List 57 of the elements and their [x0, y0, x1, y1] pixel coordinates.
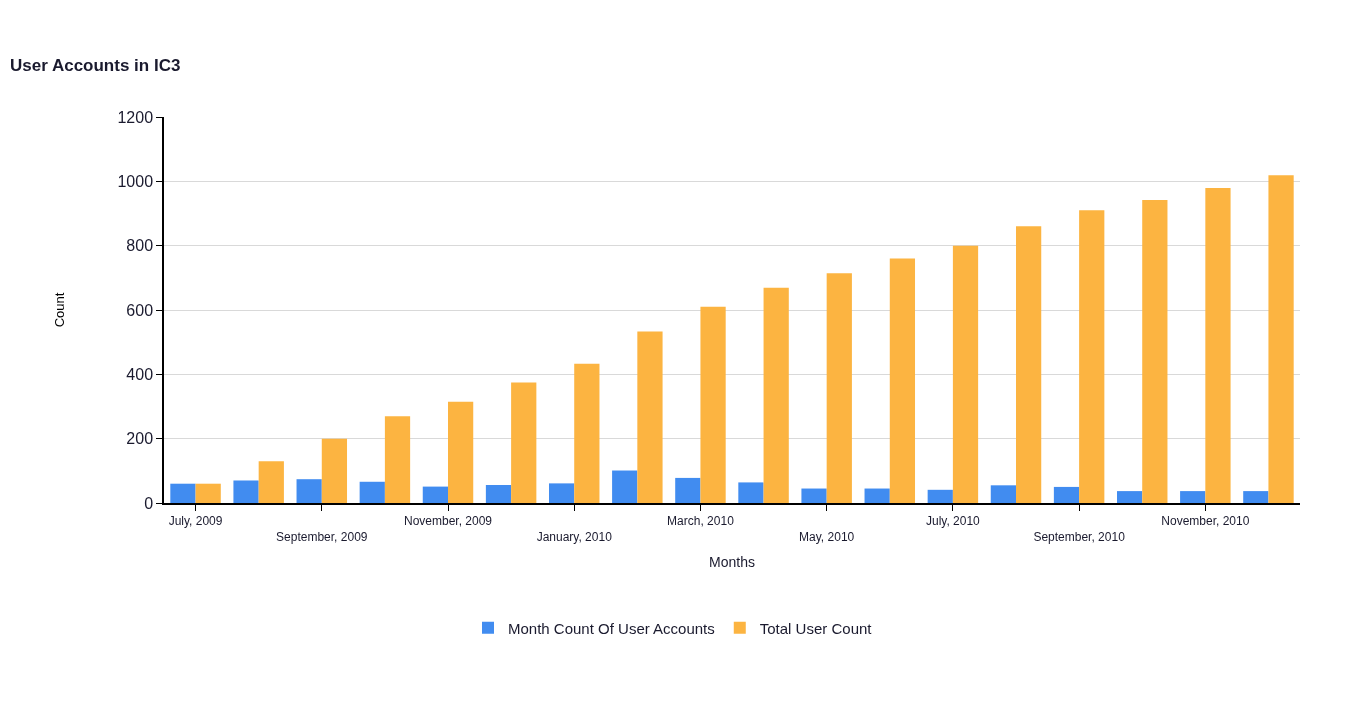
bar — [1142, 199, 1168, 503]
x-tick-label: May, 2010 — [799, 529, 855, 544]
bar — [864, 488, 890, 503]
y-tick-label: 200 — [126, 430, 154, 448]
bar — [321, 438, 348, 503]
x-tick-label: September, 2010 — [1033, 529, 1126, 544]
y-tick-label: 1200 — [117, 108, 154, 126]
y-tick-label: 0 — [144, 494, 154, 512]
bar — [1243, 491, 1269, 503]
bar — [296, 479, 322, 503]
bar — [574, 363, 600, 503]
legend-label: Total User Count — [759, 619, 873, 637]
bar — [675, 477, 701, 503]
bar — [511, 382, 537, 503]
bar — [195, 483, 221, 503]
chart-title: User Accounts in IC3 — [10, 55, 181, 75]
x-tick-label: September, 2009 — [276, 529, 368, 544]
bar — [1053, 486, 1080, 503]
bar — [889, 258, 916, 503]
y-tick-label: 600 — [126, 301, 154, 319]
bar — [233, 480, 259, 503]
bar — [738, 482, 764, 503]
bar — [1016, 226, 1042, 503]
bar — [359, 481, 385, 503]
bar — [637, 331, 663, 503]
x-tick-label: January, 2010 — [536, 529, 613, 544]
bar — [1116, 491, 1143, 503]
bar — [990, 485, 1016, 503]
bar — [485, 484, 512, 503]
bar — [826, 273, 852, 503]
bar — [700, 306, 726, 503]
bar — [548, 483, 575, 503]
bar — [927, 489, 953, 503]
bar — [1205, 188, 1231, 503]
y-tick-label: 400 — [126, 365, 154, 383]
bar — [448, 401, 474, 503]
x-tick-label: July, 2009 — [168, 514, 223, 529]
y-tick-label: 800 — [126, 237, 154, 255]
bar — [801, 488, 827, 503]
x-axis-title: Months — [709, 553, 755, 570]
x-tick-label: July, 2010 — [925, 514, 981, 529]
y-axis-title: Count — [51, 292, 67, 328]
x-tick-label: November, 2009 — [403, 514, 493, 529]
bar — [1268, 175, 1294, 503]
bar — [952, 245, 979, 503]
y-tick-label: 1000 — [117, 172, 154, 190]
bar — [170, 483, 196, 503]
bar — [384, 416, 411, 503]
bar — [422, 486, 448, 503]
x-tick-label: November, 2010 — [1161, 514, 1250, 529]
x-tick-label: March, 2010 — [667, 514, 735, 529]
bar — [258, 461, 284, 503]
bar — [763, 287, 789, 503]
bar — [1079, 210, 1105, 503]
legend-label: Month Count Of User Accounts — [508, 619, 715, 637]
bar — [1180, 491, 1206, 503]
bar — [612, 470, 638, 503]
